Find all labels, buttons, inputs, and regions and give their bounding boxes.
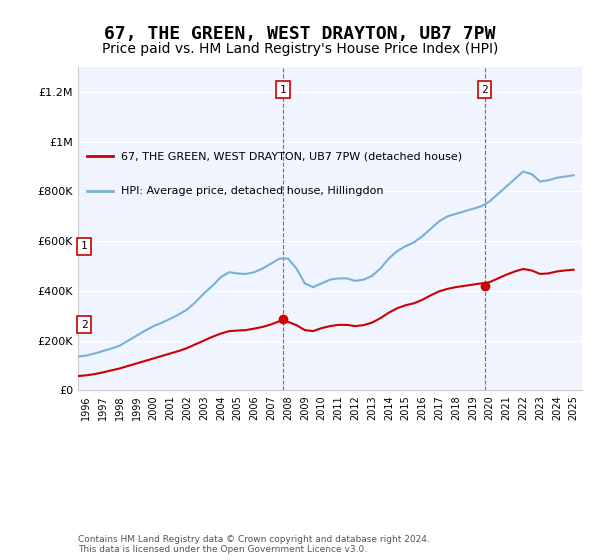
Text: Contains HM Land Registry data © Crown copyright and database right 2024.
This d: Contains HM Land Registry data © Crown c…: [78, 535, 430, 554]
Text: 67, THE GREEN, WEST DRAYTON, UB7 7PW (detached house): 67, THE GREEN, WEST DRAYTON, UB7 7PW (de…: [121, 151, 463, 161]
Text: 1: 1: [80, 241, 88, 251]
Text: 67, THE GREEN, WEST DRAYTON, UB7 7PW: 67, THE GREEN, WEST DRAYTON, UB7 7PW: [104, 25, 496, 43]
Text: 2: 2: [80, 320, 88, 330]
Text: Price paid vs. HM Land Registry's House Price Index (HPI): Price paid vs. HM Land Registry's House …: [102, 42, 498, 56]
Text: HPI: Average price, detached house, Hillingdon: HPI: Average price, detached house, Hill…: [121, 186, 384, 196]
Text: 2: 2: [481, 85, 488, 95]
Text: 1: 1: [280, 85, 286, 95]
